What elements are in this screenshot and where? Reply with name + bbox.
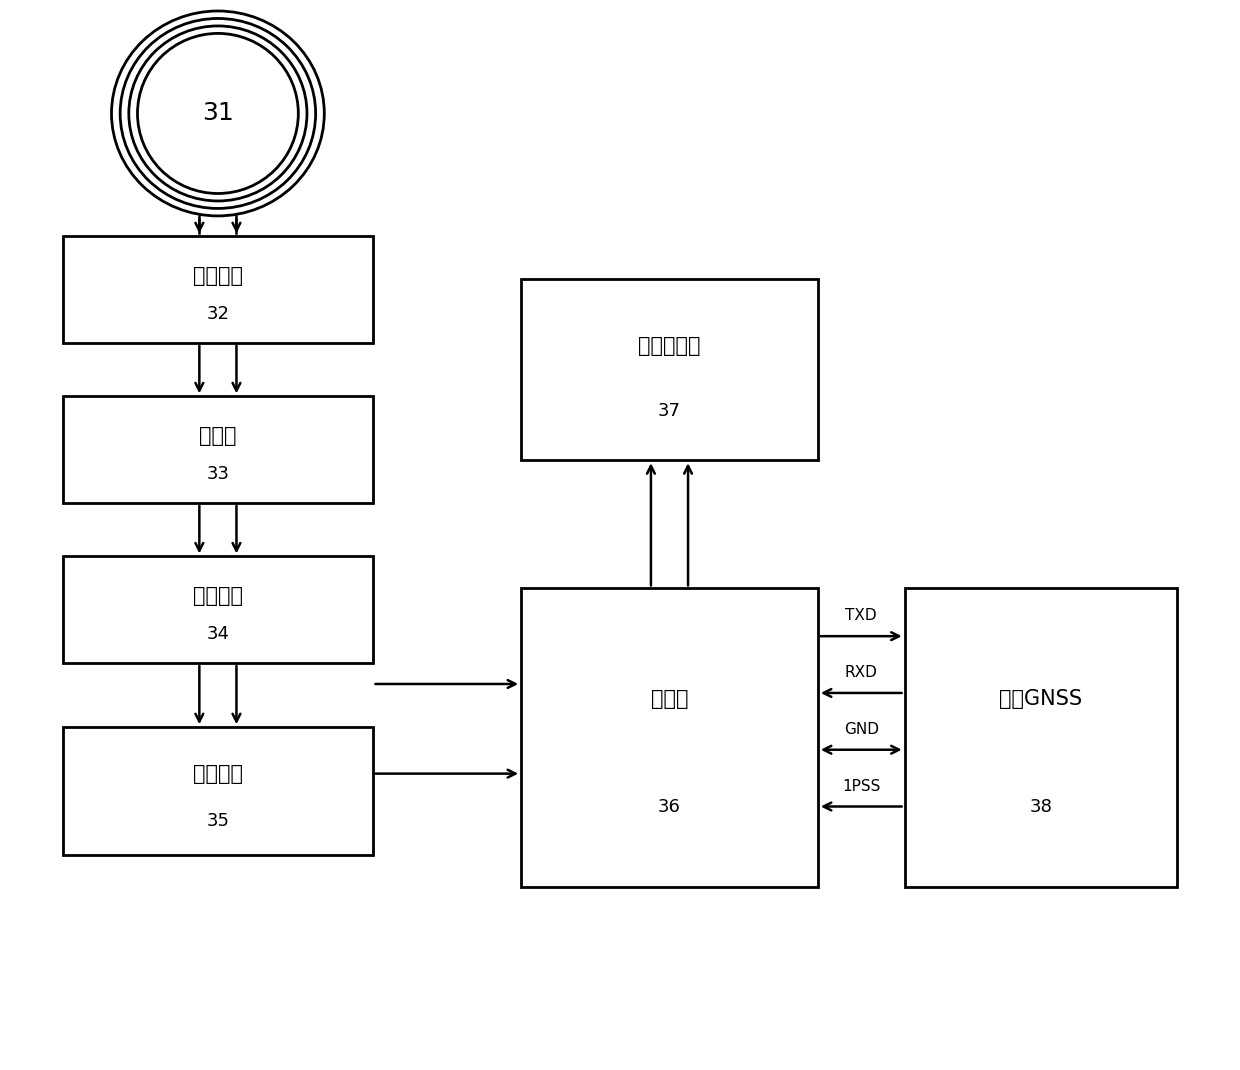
Ellipse shape: [120, 18, 316, 209]
Ellipse shape: [150, 45, 286, 182]
Text: 38: 38: [1029, 797, 1052, 815]
Ellipse shape: [129, 26, 308, 201]
Text: 34: 34: [206, 625, 229, 643]
Text: 有源滤波: 有源滤波: [193, 586, 243, 606]
Ellipse shape: [138, 33, 299, 194]
Text: 36: 36: [658, 797, 681, 815]
Bar: [521, 588, 818, 887]
Text: 35: 35: [206, 811, 229, 829]
Text: 33: 33: [206, 465, 229, 484]
Text: TXD: TXD: [846, 609, 877, 624]
Text: 31: 31: [202, 102, 234, 125]
Bar: [63, 236, 372, 342]
Text: 1PSS: 1PSS: [842, 779, 880, 794]
Bar: [63, 556, 372, 663]
Bar: [904, 588, 1177, 887]
Text: 放大器: 放大器: [200, 426, 237, 446]
Bar: [63, 728, 372, 855]
Text: 37: 37: [658, 402, 681, 421]
Bar: [63, 396, 372, 503]
Text: 32: 32: [206, 305, 229, 323]
Text: 有源滤波: 有源滤波: [193, 265, 243, 286]
Text: 探测GNSS: 探测GNSS: [999, 689, 1083, 709]
Text: 液晶显示器: 液晶显示器: [639, 336, 701, 356]
Bar: [521, 279, 818, 460]
Ellipse shape: [112, 11, 325, 216]
Text: 单片机: 单片机: [651, 689, 688, 709]
Text: 差分变换: 差分变换: [193, 764, 243, 784]
Text: GND: GND: [843, 722, 879, 737]
Text: RXD: RXD: [844, 666, 878, 681]
